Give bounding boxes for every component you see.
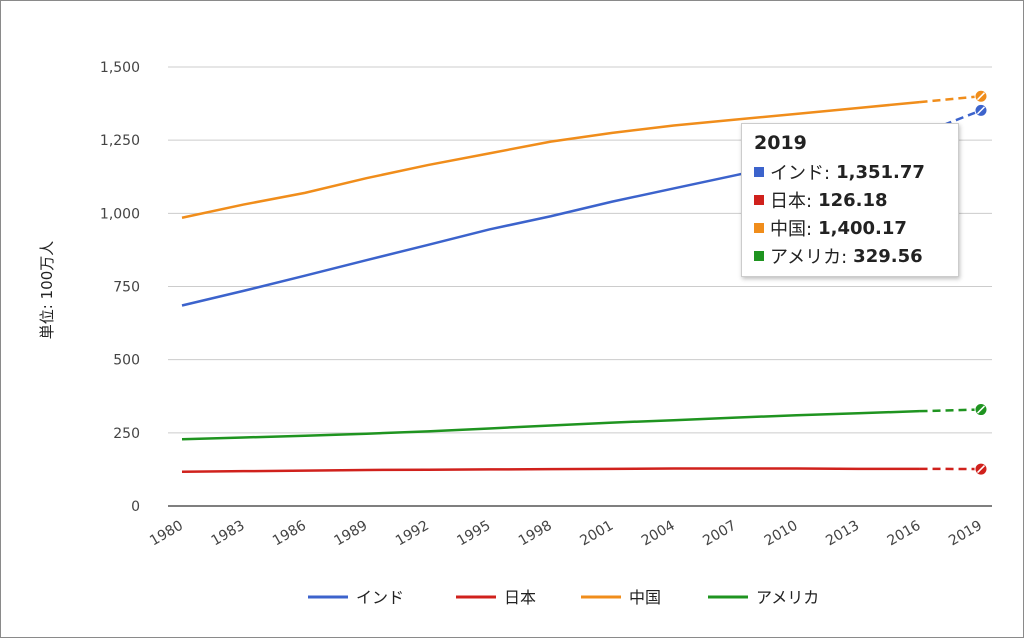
series-projection-line — [919, 408, 982, 413]
x-tick-label: 2013 — [823, 518, 862, 550]
series-line — [181, 409, 920, 441]
y-tick-label: 750 — [113, 280, 140, 296]
x-tick-label: 1998 — [516, 518, 555, 550]
x-tick-label: 1989 — [332, 518, 371, 550]
x-tick-label: 2010 — [762, 518, 801, 550]
tooltip-value: 1,351.77 — [836, 161, 925, 183]
series-projection-line — [919, 109, 982, 136]
tooltip-value: 126.18 — [818, 189, 888, 211]
y-tick-label: 500 — [113, 353, 140, 369]
tooltip-value: 1,400.17 — [818, 217, 907, 239]
series-line — [181, 467, 920, 474]
x-tick-label: 1995 — [454, 518, 493, 550]
x-tick-label: 2001 — [577, 518, 616, 550]
x-axis-ticks: 1980 1983 1986 1989 1992 1995 1998 2001 2004 2007… — [147, 518, 985, 550]
tooltip-swatch — [754, 251, 764, 261]
marker-hatch — [976, 106, 986, 115]
tooltip-label: インド: — [770, 163, 831, 184]
legend-item[interactable]: 日本 — [456, 588, 536, 607]
y-axis-label: 単位: 100万人 — [38, 241, 56, 339]
legend-item[interactable]: アメリカ — [708, 588, 819, 607]
marker-hatch — [976, 92, 986, 101]
x-tick-label: 1983 — [209, 518, 248, 550]
tooltip-row: インド: 1,351.77 — [754, 158, 946, 186]
x-tick-label: 2004 — [639, 518, 678, 550]
series-projection-line — [919, 94, 982, 104]
legend-item[interactable]: インド — [308, 588, 404, 607]
tooltip-label: 中国: — [770, 219, 813, 240]
tooltip: 2019 インド: 1,351.77 日本: 126.18 中国: 1,400.17 アメリ… — [741, 123, 959, 277]
tooltip-title: 2019 — [754, 132, 807, 154]
x-tick-label: 1986 — [270, 518, 309, 550]
tooltip-swatch — [754, 167, 764, 177]
legend-item[interactable]: 中国 — [581, 588, 661, 607]
x-tick-label: 2007 — [700, 518, 739, 550]
tooltip-swatch — [754, 195, 764, 205]
x-tick-label: 2016 — [885, 518, 924, 550]
y-tick-label: 0 — [131, 499, 140, 515]
tooltip-label: アメリカ: — [770, 247, 848, 268]
legend-label: 日本 — [504, 588, 536, 607]
tooltip-rows: インド: 1,351.77 日本: 126.18 中国: 1,400.17 アメリカ: 329… — [754, 158, 946, 270]
tooltip-row: 日本: 126.18 — [754, 186, 946, 214]
tooltip-swatch — [754, 223, 764, 233]
y-tick-label: 250 — [113, 426, 140, 442]
x-tick-label: 1992 — [393, 518, 432, 550]
y-axis-ticks: 0 250 500 750 1,000 1,250 1,500 — [100, 60, 140, 515]
y-tick-label: 1,000 — [100, 206, 140, 222]
legend-label: インド — [356, 588, 404, 607]
y-tick-label: 1,500 — [100, 60, 140, 76]
x-tick-label: 2019 — [946, 518, 985, 550]
tooltip-row: アメリカ: 329.56 — [754, 242, 946, 270]
tooltip-label: 日本: — [770, 191, 813, 212]
tooltip-row: 中国: 1,400.17 — [754, 214, 946, 242]
marker-hatch — [976, 465, 986, 474]
legend-label: アメリカ — [756, 588, 819, 607]
legend[interactable]: インド 日本 中国 アメリカ — [308, 588, 819, 607]
series-line — [181, 100, 920, 219]
tooltip-value: 329.56 — [853, 245, 923, 267]
y-tick-label: 1,250 — [100, 133, 140, 149]
legend-label: 中国 — [629, 588, 661, 607]
x-tick-label: 1980 — [147, 518, 186, 550]
marker-hatch — [976, 405, 986, 414]
